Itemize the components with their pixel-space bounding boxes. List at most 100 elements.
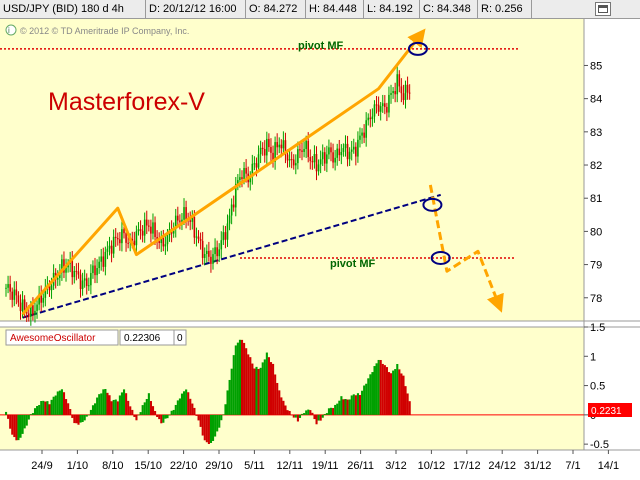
candle bbox=[160, 230, 163, 252]
header-close: C: 84.348 bbox=[420, 0, 478, 18]
candle bbox=[381, 94, 384, 113]
candle bbox=[220, 231, 223, 259]
oscillator-bar bbox=[365, 383, 368, 415]
candle bbox=[309, 149, 312, 170]
oscillator-bar bbox=[321, 414, 324, 418]
marker-ellipse bbox=[407, 41, 428, 56]
oscillator-bar bbox=[230, 368, 233, 415]
candle bbox=[398, 70, 401, 93]
maximize-button[interactable] bbox=[595, 2, 611, 16]
oscillator-bar bbox=[334, 404, 337, 415]
oscillator-bar bbox=[58, 390, 61, 415]
oscillator-bar bbox=[127, 400, 130, 415]
candle bbox=[290, 151, 293, 169]
oscillator-bar bbox=[263, 359, 266, 415]
oscillator-bar bbox=[379, 359, 382, 415]
oscillator-bar bbox=[71, 414, 74, 418]
candle bbox=[143, 212, 146, 243]
oscillator-bar bbox=[79, 414, 82, 423]
candle bbox=[342, 143, 345, 157]
oscillator-bar bbox=[106, 392, 109, 415]
price-tick-label: 79 bbox=[590, 260, 602, 272]
candle bbox=[340, 144, 343, 165]
candle bbox=[346, 135, 349, 167]
candle bbox=[408, 84, 411, 100]
candle bbox=[224, 225, 227, 249]
candle bbox=[355, 142, 357, 166]
candle bbox=[253, 156, 256, 171]
candle bbox=[251, 154, 254, 185]
oscillator-bar bbox=[342, 399, 345, 415]
oscillator-bar bbox=[272, 363, 275, 415]
oscillator-bar bbox=[294, 414, 297, 418]
oscillator-bar bbox=[315, 414, 318, 425]
oscillator-bar bbox=[176, 400, 179, 415]
oscillator-bar bbox=[5, 411, 8, 415]
candle bbox=[79, 269, 82, 298]
price-tick-label: 84 bbox=[590, 94, 602, 106]
candle bbox=[102, 247, 105, 272]
candle bbox=[270, 138, 272, 162]
candle bbox=[332, 143, 334, 169]
oscillator-bar bbox=[236, 342, 239, 415]
oscillator-bar bbox=[408, 401, 411, 415]
candle bbox=[19, 294, 22, 320]
candle bbox=[145, 210, 148, 235]
oscillator-bar bbox=[332, 408, 335, 415]
oscillator-bar bbox=[189, 398, 192, 415]
oscillator-bar bbox=[371, 372, 374, 415]
candle bbox=[363, 124, 365, 144]
oscillator-bar bbox=[7, 414, 10, 419]
oscillator-bar bbox=[209, 414, 213, 443]
oscillator-bar bbox=[350, 395, 353, 415]
candle bbox=[174, 208, 177, 238]
candle bbox=[13, 281, 16, 307]
oscillator-bar bbox=[25, 414, 28, 426]
oscillator-bar bbox=[385, 367, 388, 415]
candle bbox=[119, 231, 121, 251]
oscillator-bar bbox=[112, 399, 115, 415]
date-tick-label: 7/1 bbox=[565, 460, 580, 472]
oscillator-bar bbox=[311, 412, 314, 415]
candle bbox=[400, 78, 403, 103]
candle bbox=[266, 131, 268, 164]
date-tick-label: 5/11 bbox=[244, 460, 265, 472]
oscillator-bar bbox=[158, 414, 161, 420]
oscillator-bar bbox=[156, 414, 159, 417]
oscillator-bar bbox=[104, 389, 107, 415]
oscillator-bar bbox=[218, 414, 221, 428]
oscillator-bar bbox=[73, 414, 76, 424]
candle bbox=[232, 195, 235, 212]
candle bbox=[259, 140, 262, 164]
date-tick-label: 1/10 bbox=[67, 460, 88, 472]
candle bbox=[201, 231, 204, 265]
header-open: O: 84.272 bbox=[246, 0, 306, 18]
oscillator-bar bbox=[323, 414, 326, 415]
candle bbox=[404, 80, 407, 109]
oscillator-bar bbox=[62, 392, 66, 415]
oscillator-bar bbox=[344, 398, 347, 415]
candle bbox=[208, 241, 210, 262]
oscillator-bar bbox=[373, 366, 376, 415]
date-tick-label: 3/12 bbox=[385, 460, 406, 472]
candle bbox=[371, 108, 374, 127]
info-icon bbox=[5, 24, 17, 36]
oscillator-bar bbox=[139, 412, 142, 415]
candle bbox=[276, 133, 278, 156]
oscillator-bar bbox=[392, 370, 395, 415]
candle bbox=[90, 264, 92, 295]
oscillator-bar bbox=[85, 414, 88, 417]
oscillator-bar bbox=[286, 410, 289, 415]
oscillator-bar bbox=[354, 395, 357, 415]
candle bbox=[268, 133, 270, 152]
candle bbox=[121, 220, 123, 252]
oscillator-bar bbox=[172, 409, 175, 415]
candle bbox=[75, 263, 78, 281]
oscillator-bar bbox=[216, 414, 219, 432]
oscillator-bar bbox=[245, 348, 248, 415]
candle bbox=[352, 138, 355, 154]
candle bbox=[112, 229, 115, 258]
oscillator-bar bbox=[222, 414, 225, 415]
